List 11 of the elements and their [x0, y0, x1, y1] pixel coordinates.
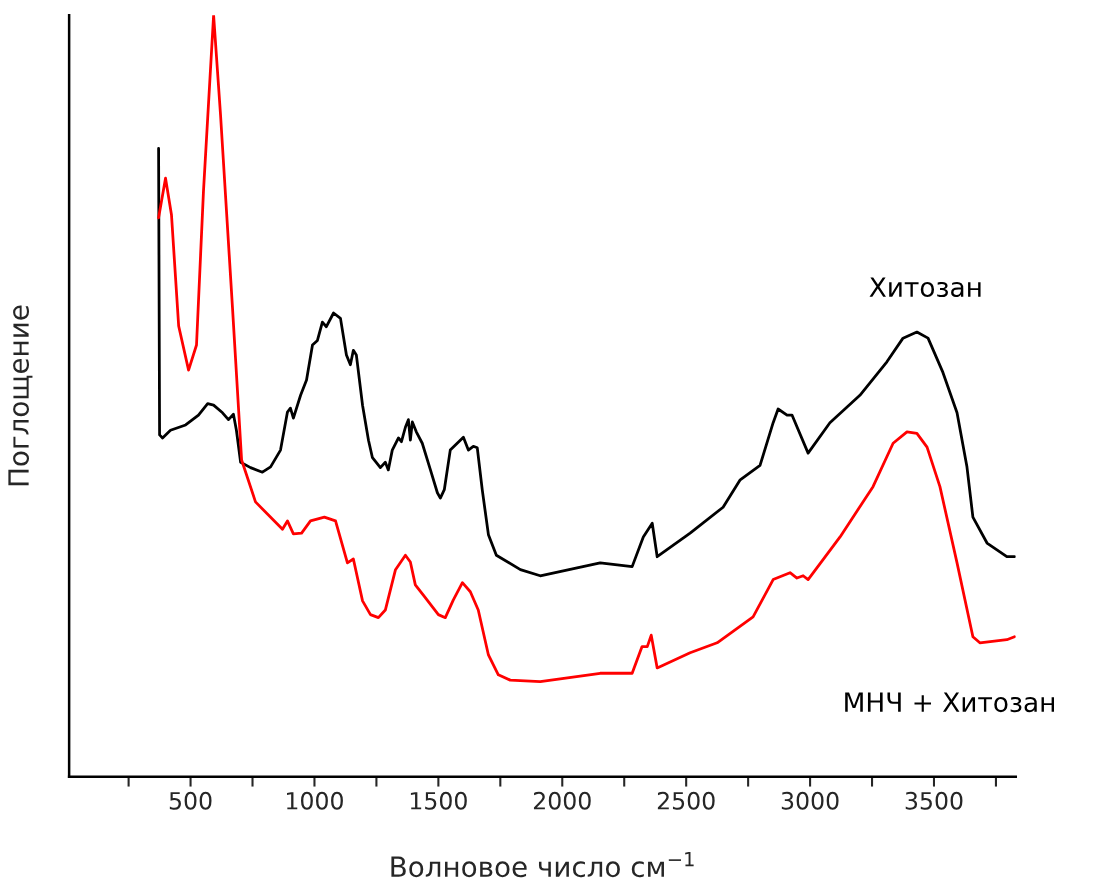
- x-tick-label: 1500: [410, 791, 467, 810]
- x-tick-label: 2500: [657, 791, 715, 810]
- y-axis-title: Поглощение: [8, 305, 33, 486]
- x-tick-label: 500: [169, 791, 212, 810]
- x-tick-label: 1000: [287, 791, 343, 810]
- x-tick-label: 2000: [533, 791, 591, 810]
- x-axis-title: Волновое число см$^{−1}$: [391, 852, 694, 878]
- x-tick-label: 3500: [905, 791, 963, 810]
- x-tick-label: 3000: [781, 791, 839, 810]
- series-label: Хитозан: [869, 277, 981, 298]
- text: МНЧ + Хитозан: [845, 692, 1054, 713]
